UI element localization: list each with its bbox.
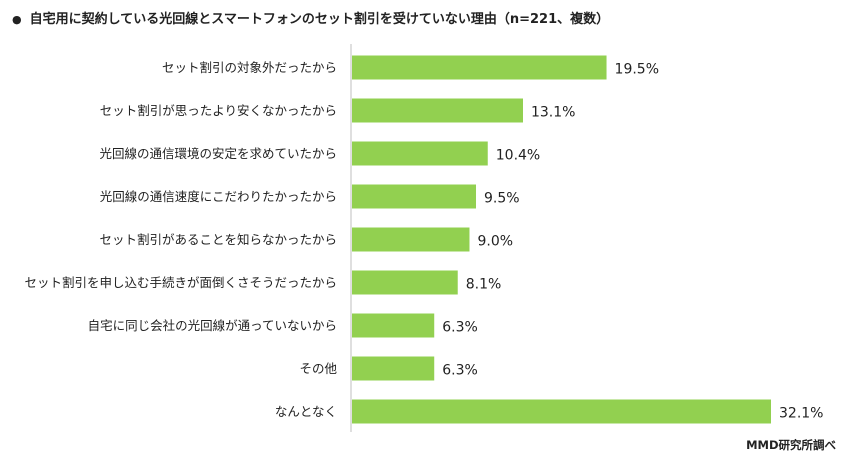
bar	[352, 227, 470, 252]
value-label: 10.4%	[496, 148, 540, 164]
bar	[352, 356, 435, 381]
bars-group: セット割引の対象外だったから 19.5% セット割引が思ったより安くなかったから 13…	[24, 55, 823, 424]
category-label: 自宅に同じ会社の光回線が通っていないから	[88, 318, 337, 333]
chart-title-text: 自宅用に契約している光回線とスマートフォンのセット割引を受けていない理由（n=2…	[29, 12, 610, 27]
category-label: その他	[299, 361, 337, 376]
category-label: なんとなく	[275, 404, 337, 419]
bar	[352, 98, 523, 123]
bar	[352, 184, 477, 209]
value-label: 6.3%	[442, 320, 478, 336]
value-label: 9.0%	[477, 234, 513, 250]
bar	[352, 399, 771, 424]
value-label: 13.1%	[531, 105, 575, 121]
category-label: 光回線の通信環境の安定を求めていたから	[99, 146, 337, 161]
bar	[352, 270, 458, 295]
bar	[352, 313, 435, 338]
category-label: 光回線の通信速度にこだわりたかったから	[100, 189, 337, 204]
category-label: セット割引の対象外だったから	[162, 60, 337, 75]
title-bullet-icon: ●	[12, 13, 22, 26]
category-label: セット割引が思ったより安くなかったから	[100, 103, 337, 118]
category-label: セット割引があることを知らなかったから	[99, 232, 337, 247]
value-label: 8.1%	[466, 277, 502, 293]
category-label: セット割引を申し込む手続きが面倒くさそうだったから	[24, 275, 337, 290]
bar	[352, 141, 488, 166]
value-label: 32.1%	[779, 406, 823, 422]
value-label: 19.5%	[615, 62, 659, 78]
value-label: 6.3%	[442, 363, 478, 379]
bar	[352, 55, 607, 80]
chart-title: ● 自宅用に契約している光回線とスマートフォンのセット割引を受けていない理由（n=…	[12, 8, 609, 27]
source-note: MMD研究所調べ	[746, 438, 836, 452]
value-label: 9.5%	[484, 191, 520, 207]
